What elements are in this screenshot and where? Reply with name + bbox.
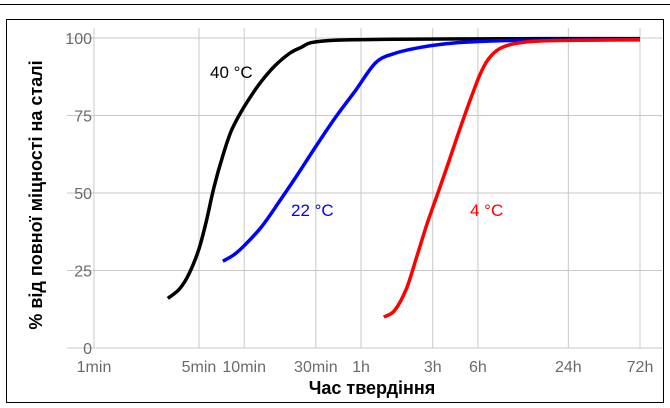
x-tick-label: 3h	[424, 359, 442, 376]
series-labels: 40 °C 22 °C 4 °C	[210, 63, 503, 220]
y-tick-label: 50	[74, 186, 92, 203]
series-layer	[166, 36, 641, 319]
series-line-40c	[166, 36, 641, 300]
x-tick-label: 72h	[627, 359, 654, 376]
series-line-22c	[221, 37, 641, 263]
x-tick-label: 24h	[555, 359, 582, 376]
y-tick-label: 100	[65, 31, 92, 48]
y-tick-label: 75	[74, 109, 92, 126]
series-label-22c: 22 °C	[291, 201, 334, 220]
frame	[6, 19, 664, 403]
x-tick-label: 10min	[222, 359, 266, 376]
y-tick-label: 25	[74, 264, 92, 281]
series-label-40c: 40 °C	[210, 63, 253, 82]
x-tick-label: 30min	[294, 359, 338, 376]
series-label-4c: 4 °C	[470, 201, 503, 220]
x-tick-label: 1min	[77, 359, 112, 376]
x-tick-label: 6h	[469, 359, 487, 376]
x-tick-label: 5min	[182, 359, 217, 376]
y-tick-label: 0	[83, 341, 92, 358]
y-axis-title: % від повної міцності на сталі	[26, 60, 46, 329]
x-axis-title: Час твердіння	[309, 378, 436, 398]
series-line-4c	[382, 38, 641, 319]
x-tick-label: 1h	[352, 359, 370, 376]
tick-labels: 0 25 50 75 100 1min 5min 10min 30min 1h 3h 6h 24h 72h	[65, 31, 653, 376]
